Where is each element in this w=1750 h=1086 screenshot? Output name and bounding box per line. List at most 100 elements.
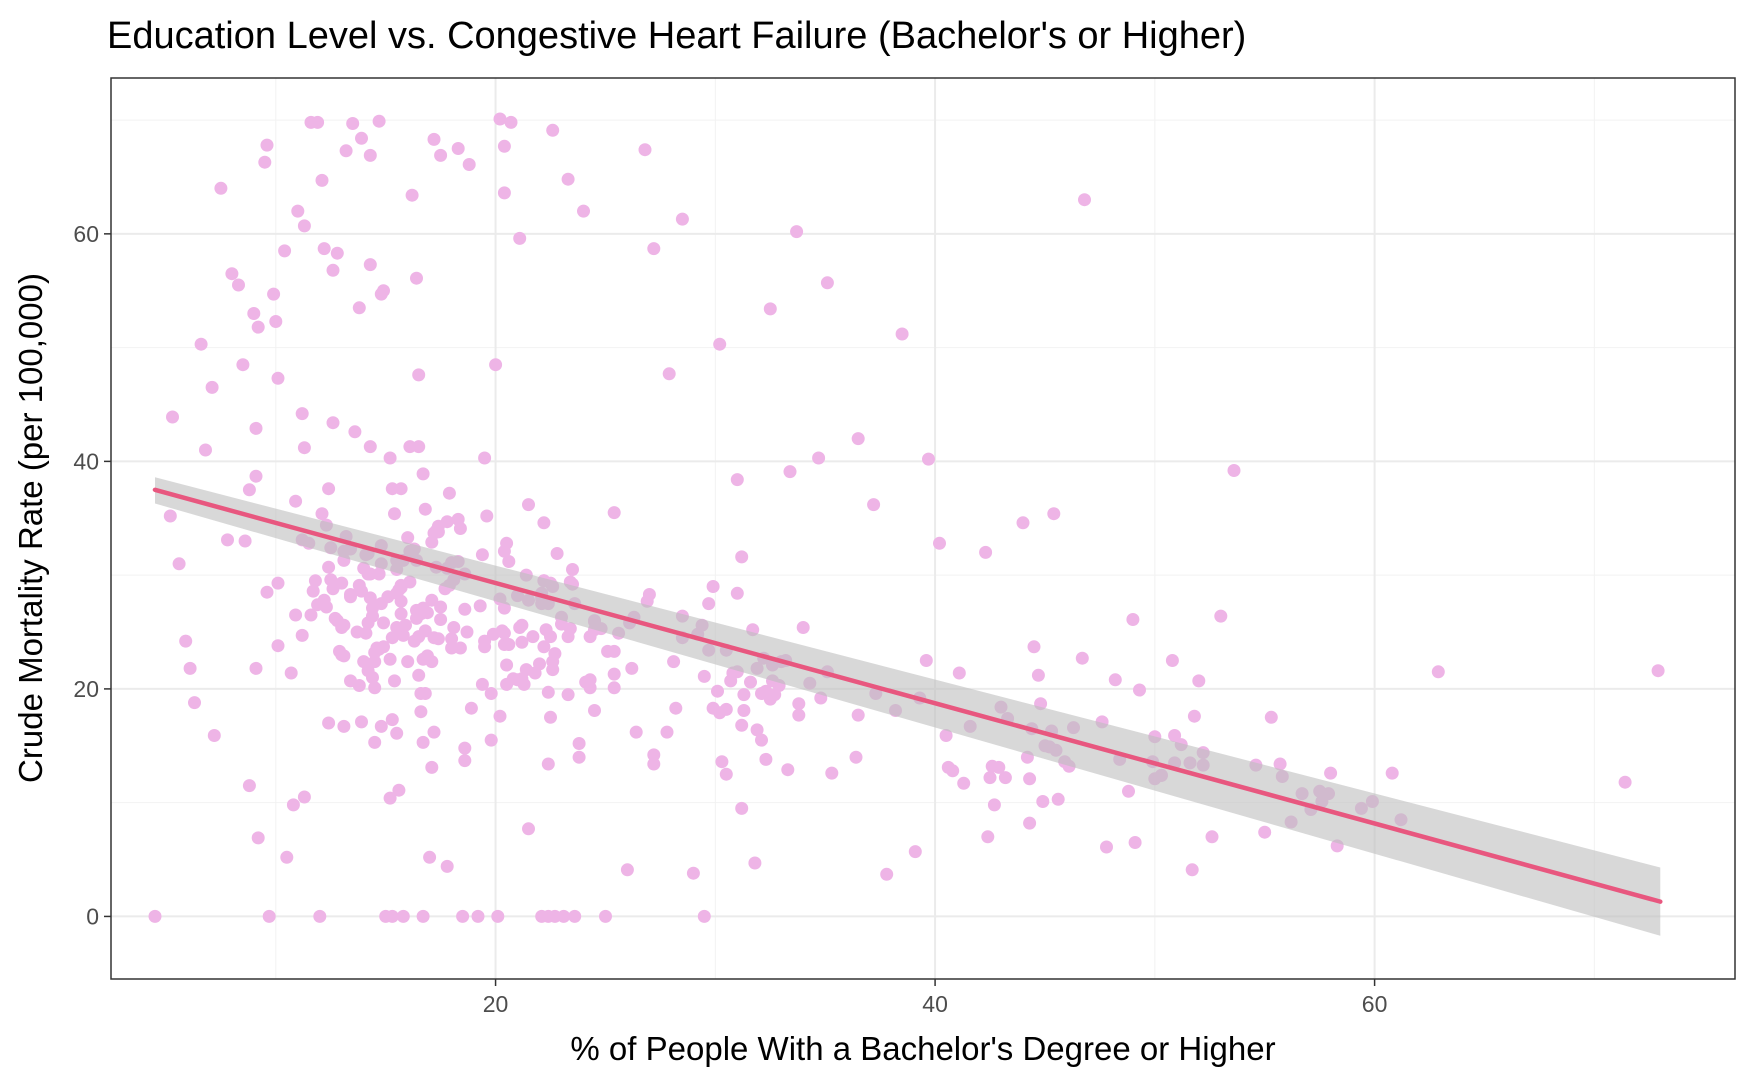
data-point bbox=[946, 764, 960, 778]
data-point bbox=[537, 640, 551, 654]
data-point bbox=[471, 909, 485, 923]
y-tick-label: 40 bbox=[73, 448, 99, 474]
data-point bbox=[392, 783, 406, 797]
data-point bbox=[414, 687, 428, 700]
data-point bbox=[163, 509, 177, 523]
data-point bbox=[1023, 772, 1037, 786]
data-point bbox=[374, 719, 388, 733]
data-point bbox=[381, 590, 395, 604]
data-point bbox=[322, 560, 336, 574]
data-point bbox=[812, 451, 826, 465]
data-point bbox=[269, 315, 283, 328]
data-point bbox=[414, 705, 428, 719]
data-point bbox=[297, 790, 311, 804]
data-point bbox=[851, 432, 865, 446]
data-point bbox=[377, 616, 390, 630]
data-point bbox=[548, 647, 562, 661]
data-point bbox=[337, 649, 351, 663]
data-point bbox=[568, 909, 582, 923]
data-point bbox=[295, 407, 309, 421]
data-point bbox=[377, 284, 390, 298]
data-point bbox=[491, 909, 505, 923]
data-point bbox=[388, 507, 401, 521]
data-point bbox=[719, 767, 733, 781]
data-point bbox=[366, 671, 379, 684]
data-point bbox=[179, 634, 193, 648]
x-tick-label: 20 bbox=[483, 991, 509, 1017]
data-point bbox=[715, 755, 729, 769]
data-point bbox=[352, 301, 366, 315]
data-point bbox=[372, 114, 386, 128]
data-point bbox=[451, 512, 465, 526]
data-point bbox=[730, 473, 744, 487]
data-point bbox=[280, 850, 294, 864]
data-point bbox=[1214, 609, 1228, 623]
data-point bbox=[1126, 613, 1140, 626]
data-point bbox=[462, 158, 476, 171]
data-point bbox=[500, 536, 514, 550]
y-axis-title: Crude Mortality Rate (per 100,000) bbox=[12, 273, 49, 783]
data-point bbox=[537, 516, 551, 530]
data-point bbox=[588, 704, 601, 717]
plot-border bbox=[110, 77, 1736, 980]
data-point bbox=[232, 278, 245, 292]
data-point bbox=[383, 652, 397, 666]
data-point bbox=[416, 735, 430, 749]
data-point bbox=[522, 498, 535, 512]
data-point bbox=[416, 467, 430, 481]
data-point bbox=[348, 425, 362, 439]
data-point bbox=[1100, 840, 1113, 854]
data-point bbox=[544, 630, 557, 644]
data-point bbox=[667, 655, 681, 669]
data-point bbox=[251, 320, 265, 334]
y-tick-label: 0 bbox=[86, 903, 99, 929]
data-point bbox=[1078, 193, 1091, 207]
data-point bbox=[431, 525, 445, 539]
axes: 20 40 60 0 20 40 60 bbox=[73, 221, 1387, 1017]
data-point bbox=[500, 677, 514, 691]
data-point bbox=[735, 718, 749, 732]
data-point bbox=[1651, 664, 1665, 678]
data-point bbox=[260, 138, 274, 152]
data-point bbox=[825, 766, 839, 780]
data-point bbox=[330, 246, 344, 260]
data-point bbox=[629, 725, 643, 739]
data-point bbox=[289, 494, 303, 508]
data-point bbox=[410, 271, 423, 285]
data-point bbox=[497, 601, 511, 615]
x-tick-label: 40 bbox=[922, 991, 948, 1017]
data-point bbox=[431, 632, 445, 646]
data-point bbox=[546, 123, 560, 137]
data-point bbox=[979, 545, 993, 559]
data-point bbox=[326, 263, 340, 277]
data-point bbox=[759, 752, 773, 766]
data-point bbox=[445, 632, 459, 646]
y-tick-label: 20 bbox=[73, 676, 99, 702]
data-point bbox=[513, 231, 527, 245]
data-point bbox=[289, 608, 303, 622]
data-point bbox=[311, 115, 325, 129]
data-point bbox=[440, 859, 454, 873]
data-point bbox=[792, 708, 806, 722]
data-point bbox=[207, 729, 221, 742]
data-point bbox=[957, 776, 971, 790]
data-point bbox=[792, 697, 806, 711]
data-point bbox=[460, 625, 474, 639]
data-point bbox=[297, 219, 311, 233]
data-point bbox=[363, 591, 377, 605]
data-point bbox=[284, 666, 298, 680]
data-point bbox=[313, 909, 327, 923]
data-point bbox=[497, 139, 511, 153]
data-point bbox=[702, 597, 716, 611]
data-point bbox=[697, 909, 711, 923]
data-point bbox=[981, 830, 995, 844]
data-point bbox=[344, 590, 357, 604]
data-point bbox=[1023, 816, 1037, 830]
data-point bbox=[291, 204, 305, 218]
data-point bbox=[458, 754, 472, 768]
data-point bbox=[1047, 507, 1061, 521]
data-point bbox=[324, 573, 338, 587]
data-point bbox=[260, 585, 274, 599]
data-point bbox=[750, 723, 764, 737]
data-point bbox=[502, 555, 516, 568]
